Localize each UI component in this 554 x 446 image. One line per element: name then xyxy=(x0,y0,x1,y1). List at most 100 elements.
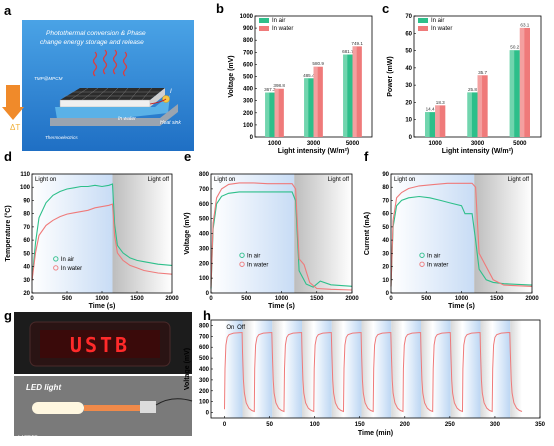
f-ytick-label: 0 xyxy=(386,291,390,297)
f-light-off-label: Light off xyxy=(508,177,530,183)
e-xtick-label: 500 xyxy=(241,296,252,302)
c-ytick-label: 40 xyxy=(405,66,412,72)
h-on-region xyxy=(373,320,392,418)
b-xlabel: Light intensity (W/m²) xyxy=(278,148,350,155)
d-ylabel: Temperature (°C) xyxy=(4,205,12,261)
h-ylabel: Voltage (mV) xyxy=(184,348,191,390)
e-xlabel: Time (s) xyxy=(268,303,295,310)
panel-c: c 0 10 20 30 40 50 60 70 Power (mW) 14.418.3 1000 2… xyxy=(382,1,542,155)
h-ytick-label: 200 xyxy=(199,389,210,395)
h-off-region xyxy=(510,320,522,418)
schematic-background xyxy=(22,20,194,151)
d-ytick-label: 70 xyxy=(23,225,30,231)
b-bar-water xyxy=(313,66,323,137)
e-xtick-label: 0 xyxy=(209,296,213,302)
chart-e: Light on Light off 0 100 200 300 400 500 600 700 8… xyxy=(184,172,359,310)
b-xtick-label: 5000 xyxy=(346,141,360,147)
c-ylabel: Power (mW) xyxy=(387,56,394,96)
panel-f-label: f xyxy=(364,149,369,164)
e-ytick-label: 600 xyxy=(199,202,210,208)
h-ytick-label: 800 xyxy=(199,323,210,329)
d-legend-label: In water xyxy=(61,266,82,272)
c-data-label: 63.1 xyxy=(520,22,529,27)
b-bar-water xyxy=(352,46,362,137)
b-legend-swatch xyxy=(259,18,269,23)
heat-sink xyxy=(50,104,178,126)
e-xtick-label: 2000 xyxy=(345,296,359,302)
temperature-arrow xyxy=(6,85,20,107)
panel-h-label: h xyxy=(203,308,211,323)
b-bar-highlight xyxy=(343,54,348,138)
h-xtick-label: 350 xyxy=(535,422,546,428)
b-bar-highlight xyxy=(274,88,279,137)
chart-c: 0 10 20 30 40 50 60 70 Power (mW) 14.418.3 1000 25.… xyxy=(387,14,542,155)
c-ytick-label: 70 xyxy=(405,14,412,20)
f-line-air xyxy=(390,195,533,287)
h-on-region xyxy=(432,320,451,418)
f-ytick-label: 10 xyxy=(382,278,389,284)
b-ytick-label: 100 xyxy=(243,123,254,129)
d-ytick-label: 20 xyxy=(23,291,30,297)
panel-e: e Light on Light off 0 100 200 300 400 500 600 70… xyxy=(184,149,359,310)
b-data-label: 580.9 xyxy=(312,61,324,66)
d-legend-marker xyxy=(53,265,59,271)
panel-b-label: b xyxy=(216,1,224,16)
e-light-on-region xyxy=(211,174,295,293)
h-xtick-label: 50 xyxy=(266,422,273,428)
h-off-region xyxy=(391,320,403,418)
c-bar-highlight xyxy=(425,112,430,137)
c-xtick-label: 1000 xyxy=(428,141,442,147)
h-off-label: Off xyxy=(237,325,245,331)
c-ytick-label: 20 xyxy=(405,100,412,106)
b-ytick-label: 200 xyxy=(243,111,254,117)
f-light-on-region xyxy=(391,174,475,293)
led-light-caption: LED light xyxy=(26,383,61,392)
h-line-water xyxy=(224,331,523,413)
h-on-region xyxy=(492,320,511,418)
b-bar-air xyxy=(265,92,275,137)
c-legend-label: In air xyxy=(431,18,444,24)
c-bar-highlight xyxy=(509,50,515,137)
f-xlabel: Time (s) xyxy=(448,303,475,310)
heat-sink-label: Heat sink xyxy=(160,120,181,126)
e-xtick-label: 1000 xyxy=(275,296,289,302)
watermark: 大材研智 xyxy=(10,434,38,443)
e-ytick-label: 0 xyxy=(206,291,210,297)
b-ytick-label: 500 xyxy=(243,75,254,81)
panel-e-label: e xyxy=(184,149,191,164)
d-xtick-label: 500 xyxy=(62,296,73,302)
c-ytick-label: 10 xyxy=(405,118,412,124)
e-light-off-region xyxy=(294,174,352,293)
d-xtick-label: 1500 xyxy=(130,296,144,302)
h-ytick-label: 100 xyxy=(199,400,210,406)
h-xtick-label: 300 xyxy=(490,422,501,428)
chart-b: 0 100 200 300 400 500 600 700 800 900 1000 Voltage … xyxy=(228,14,373,155)
e-legend-marker xyxy=(239,261,245,267)
water-layer xyxy=(55,95,170,125)
schematic-title-line2: change energy storage and release xyxy=(40,39,144,46)
panel-b: b 0 100 200 300 400 500 600 700 800 900 1000 Voltag… xyxy=(216,1,373,155)
b-bar-highlight xyxy=(265,92,270,137)
f-xtick-label: 500 xyxy=(421,296,432,302)
thermoelectrics-label: Thermoelectrics xyxy=(45,135,78,140)
f-light-off-region xyxy=(474,174,532,293)
d-line-water xyxy=(31,203,173,281)
c-xtick-label: 5000 xyxy=(513,141,527,147)
f-xtick-label: 1500 xyxy=(490,296,504,302)
f-ytick-label: 30 xyxy=(382,251,389,257)
e-ytick-label: 500 xyxy=(199,217,210,223)
b-ytick-label: 400 xyxy=(243,87,254,93)
h-on-region xyxy=(343,320,362,418)
h-off-region xyxy=(361,320,374,418)
c-bar-air xyxy=(509,50,520,137)
led-light-lamp xyxy=(32,402,84,414)
f-legend-marker xyxy=(419,252,425,258)
grid-pattern xyxy=(64,87,160,101)
schematic-title-line1: Photothermal conversion & Phase xyxy=(46,30,146,37)
h-on-region xyxy=(254,320,273,418)
b-ytick-label: 0 xyxy=(250,135,254,141)
e-light-on-label: Light on xyxy=(214,177,235,183)
panel-a-label: a xyxy=(4,3,12,18)
led-light-arm xyxy=(84,405,144,411)
